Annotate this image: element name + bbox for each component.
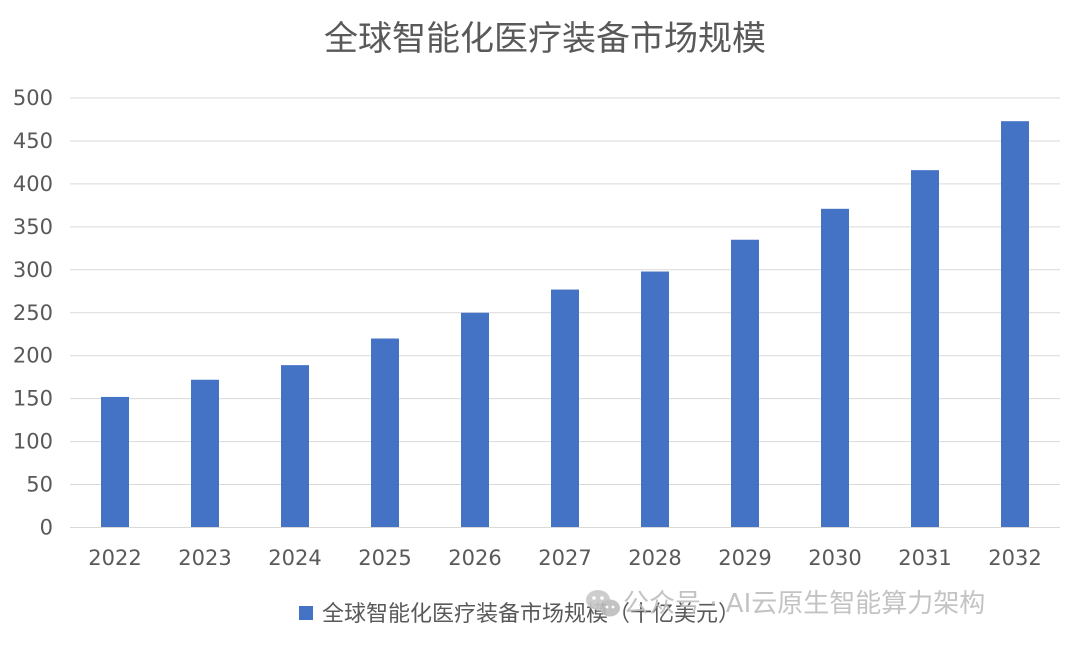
watermark-text: 公众号 · AI云原生智能算力架构 <box>623 589 985 619</box>
y-tick-label: 500 <box>13 86 53 110</box>
bar-2022 <box>101 396 129 528</box>
x-tick-label: 2032 <box>988 546 1041 570</box>
bar-2028 <box>641 271 669 528</box>
x-tick-label: 2027 <box>538 546 591 570</box>
wechat-icon <box>586 590 620 617</box>
y-tick-label: 50 <box>26 473 53 497</box>
x-tick-label: 2030 <box>808 546 861 570</box>
y-axis-ticks: 0 50 100 150 200 250 300 350 400 450 500 <box>13 86 53 540</box>
y-tick-label: 350 <box>13 215 53 239</box>
y-tick-label: 150 <box>13 387 53 411</box>
y-tick-label: 0 <box>40 516 53 540</box>
y-tick-label: 450 <box>13 129 53 153</box>
bar-2026 <box>461 312 489 528</box>
y-tick-label: 400 <box>13 172 53 196</box>
y-tick-label: 250 <box>13 301 53 325</box>
bar-2025 <box>371 338 399 528</box>
bar-2023 <box>191 379 219 528</box>
legend-swatch <box>299 606 313 620</box>
legend-label: 全球智能化医疗装备市场规模（十亿美元） <box>322 602 740 627</box>
x-axis-ticks: 2022 2023 2024 2025 2026 2027 2028 2029 2030 2031… <box>88 546 1041 570</box>
x-tick-label: 2026 <box>448 546 501 570</box>
x-tick-label: 2028 <box>628 546 681 570</box>
x-tick-label: 2025 <box>358 546 411 570</box>
bar-2027 <box>551 289 579 528</box>
x-tick-label: 2031 <box>898 546 951 570</box>
bar-2030 <box>821 208 849 528</box>
bar-2024 <box>281 365 309 528</box>
chart-title: 全球智能化医疗装备市场规模 <box>324 19 766 59</box>
y-tick-label: 300 <box>13 258 53 282</box>
bar-2032 <box>1001 121 1029 528</box>
bars <box>101 121 1029 528</box>
x-tick-label: 2024 <box>268 546 321 570</box>
bar-2029 <box>731 239 759 528</box>
bar-2031 <box>911 170 939 528</box>
x-tick-label: 2022 <box>88 546 141 570</box>
x-tick-label: 2023 <box>178 546 231 570</box>
legend: 全球智能化医疗装备市场规模（十亿美元） <box>299 602 740 627</box>
x-tick-label: 2029 <box>718 546 771 570</box>
y-tick-label: 100 <box>13 430 53 454</box>
y-tick-label: 200 <box>13 344 53 368</box>
watermark: 公众号 · AI云原生智能算力架构 <box>586 589 985 619</box>
